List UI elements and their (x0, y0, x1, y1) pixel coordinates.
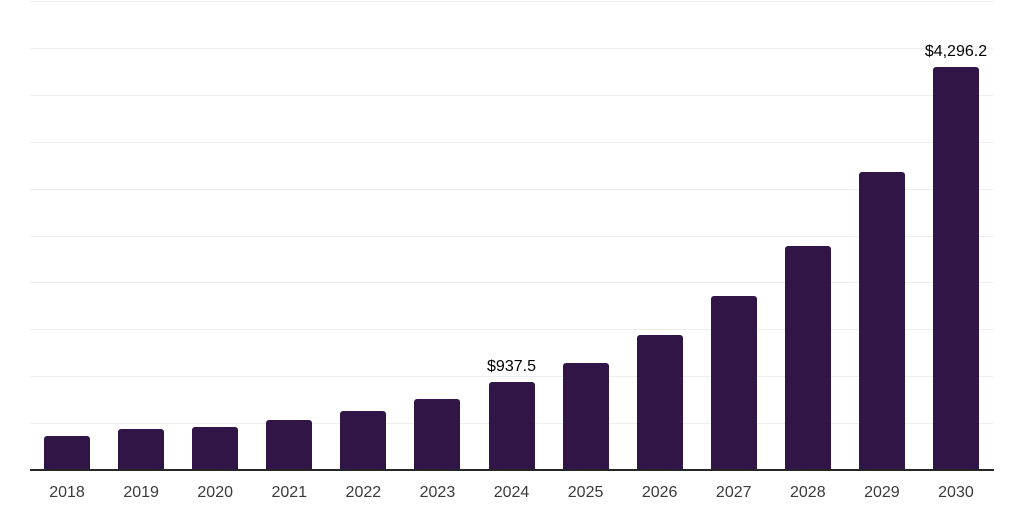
bar-2025 (562, 362, 609, 470)
value-label-2024: $937.5 (487, 358, 536, 376)
bar-2030 (932, 67, 979, 470)
bar-2019 (118, 429, 165, 470)
gridline (30, 188, 993, 190)
gridline (30, 376, 993, 378)
gridline (30, 329, 993, 331)
bar-2022 (340, 410, 387, 470)
x-tick-2029: 2029 (864, 484, 900, 501)
bar-2024 (488, 382, 535, 470)
x-tick-2023: 2023 (419, 484, 456, 501)
x-tick-2020: 2020 (197, 484, 233, 501)
x-axis-line (30, 469, 994, 471)
gridline (30, 141, 993, 143)
x-tick-2027: 2027 (715, 484, 752, 501)
x-tick-2025: 2025 (567, 484, 604, 501)
x-tick-2019: 2019 (123, 484, 159, 501)
x-tick-2022: 2022 (345, 484, 382, 501)
x-tick-2030: 2030 (938, 484, 974, 501)
gridline (30, 94, 993, 96)
gridline (30, 47, 993, 49)
bar-2026 (636, 335, 683, 470)
bar-2027 (710, 296, 757, 470)
x-tick-2024: 2024 (493, 484, 530, 501)
bar-2021 (266, 419, 313, 470)
gridline (30, 1, 993, 2)
bar-2028 (784, 245, 831, 470)
gridline (30, 235, 993, 237)
bar-2029 (858, 171, 905, 470)
x-tick-2028: 2028 (790, 484, 826, 501)
gridline (30, 282, 993, 284)
bar-2018 (44, 436, 91, 470)
bar-2020 (192, 427, 239, 470)
x-tick-2018: 2018 (49, 484, 85, 501)
x-axis: 2018 2019 2020 2021 2022 2023 2024 2025 2026 2027… (0, 485, 1024, 507)
bar-2023 (414, 398, 461, 470)
plot-area: $937.5 $4,296.2 (30, 1, 993, 470)
value-label-2030: $4,296.2 (924, 43, 988, 61)
x-tick-2021: 2021 (271, 484, 308, 501)
x-tick-2026: 2026 (641, 484, 678, 501)
